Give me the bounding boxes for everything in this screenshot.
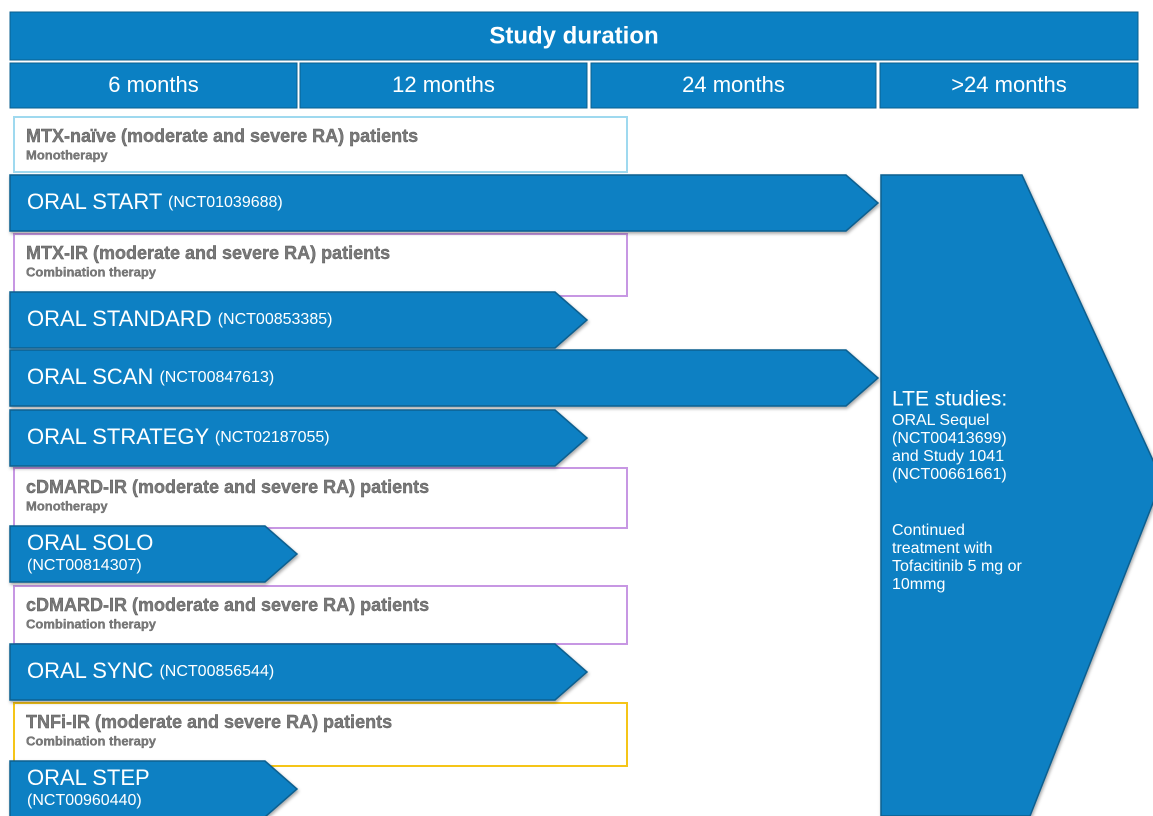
- study-id: (NCT00960440): [27, 792, 142, 809]
- lte-line: (NCT00661661): [892, 466, 1007, 483]
- lte-note: treatment with: [892, 540, 992, 557]
- study-name: ORAL STRATEGY: [27, 424, 209, 449]
- column-label: >24 months: [951, 72, 1067, 97]
- population-box: [13, 467, 628, 529]
- lte-arrow: [880, 174, 1153, 816]
- population-label: cDMARD-IR (moderate and severe RA) patie…: [26, 477, 429, 497]
- study-id: (NCT00853385): [218, 311, 333, 328]
- study-id: (NCT00847613): [159, 369, 274, 386]
- column-cell: [9, 62, 298, 109]
- column-cell: [590, 62, 877, 109]
- lte-title: LTE studies:: [892, 388, 1007, 411]
- lte-line: and Study 1041: [892, 448, 1004, 465]
- column-cell: [879, 62, 1139, 109]
- study-id: (NCT00856544): [159, 663, 274, 680]
- study-label: ORAL STRATEGY (NCT02187055): [27, 424, 330, 449]
- study-id: (NCT02187055): [215, 429, 330, 446]
- study-label: ORAL STANDARD (NCT00853385): [27, 306, 332, 331]
- population-label: cDMARD-IR (moderate and severe RA) patie…: [26, 595, 429, 615]
- study-arrow: [9, 291, 589, 349]
- study-id: (NCT01039688): [168, 194, 283, 211]
- population-therapy: Monotherapy: [26, 147, 108, 162]
- study-arrow: [9, 760, 299, 816]
- lte-line: ORAL Sequel: [892, 412, 989, 429]
- population-box: [13, 702, 628, 767]
- study-arrow: [9, 525, 299, 583]
- study-label: ORAL SCAN (NCT00847613): [27, 364, 274, 389]
- study-label: ORAL SYNC (NCT00856544): [27, 658, 274, 683]
- study-name: ORAL SCAN: [27, 364, 153, 389]
- header-bar: [9, 11, 1139, 61]
- population-therapy: Combination therapy: [26, 616, 157, 631]
- population-label: TNFi-IR (moderate and severe RA) patient…: [26, 712, 392, 732]
- study-arrow: [9, 409, 589, 467]
- column-cell: [299, 62, 588, 109]
- study-name: ORAL SYNC: [27, 658, 153, 683]
- header-title: Study duration: [489, 22, 658, 49]
- column-label: 6 months: [108, 72, 199, 97]
- population-box: [13, 116, 628, 173]
- population-therapy: Combination therapy: [26, 264, 157, 279]
- lte-note: 10mmg: [892, 576, 945, 593]
- lte-note: Continued: [892, 522, 965, 539]
- study-name: ORAL STEP: [27, 765, 150, 790]
- study-arrow: [9, 174, 880, 232]
- population-label: MTX-IR (moderate and severe RA) patients: [26, 243, 390, 263]
- study-arrow: [9, 643, 589, 701]
- study-label: ORAL START (NCT01039688): [27, 189, 283, 214]
- study-name: ORAL STANDARD: [27, 306, 212, 331]
- column-label: 24 months: [682, 72, 785, 97]
- population-label: MTX-naïve (moderate and severe RA) patie…: [26, 126, 418, 146]
- study-name: ORAL START: [27, 189, 162, 214]
- study-arrow: [9, 349, 880, 407]
- lte-note: Tofacitinib 5 mg or: [892, 558, 1023, 575]
- study-name: ORAL SOLO: [27, 530, 153, 555]
- column-label: 12 months: [392, 72, 495, 97]
- population-therapy: Combination therapy: [26, 733, 157, 748]
- lte-line: (NCT00413699): [892, 430, 1007, 447]
- study-id: (NCT00814307): [27, 557, 142, 574]
- population-therapy: Monotherapy: [26, 498, 108, 513]
